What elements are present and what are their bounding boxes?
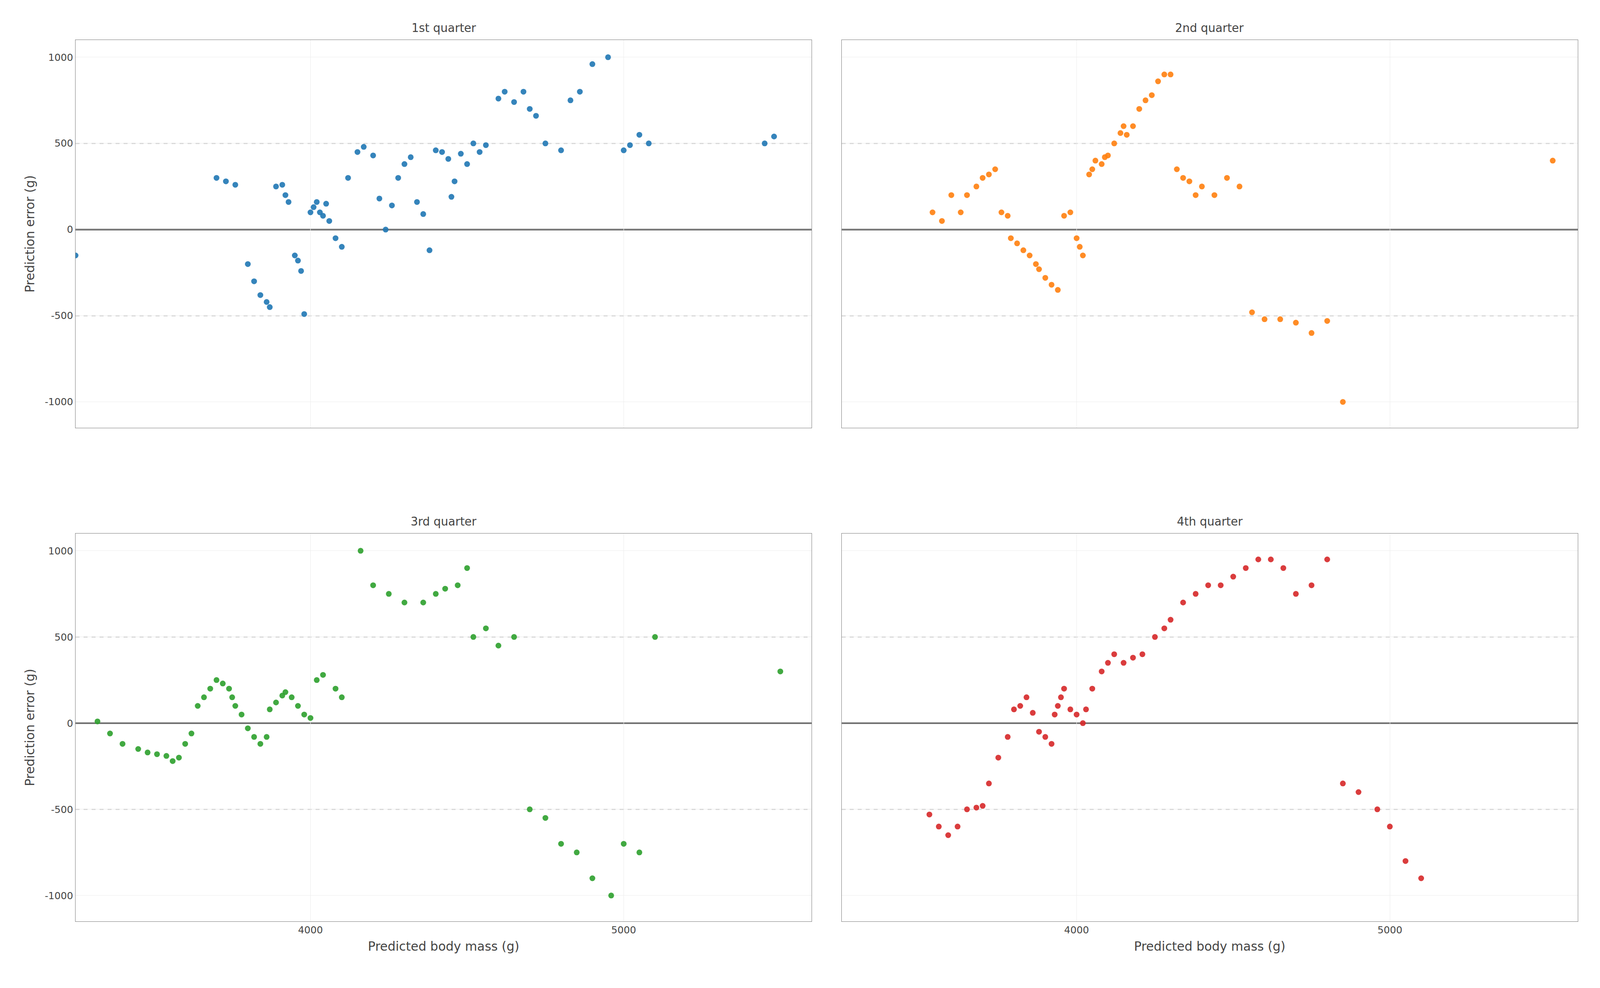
svg-text:-1000: -1000 bbox=[44, 396, 74, 408]
svg-text:1st quarter: 1st quarter bbox=[411, 21, 476, 35]
svg-text:2nd quarter: 2nd quarter bbox=[1175, 21, 1244, 35]
svg-text:0: 0 bbox=[67, 224, 74, 236]
svg-text:3rd quarter: 3rd quarter bbox=[410, 515, 477, 529]
svg-text:-500: -500 bbox=[51, 804, 74, 816]
svg-text:0: 0 bbox=[67, 718, 74, 730]
svg-text:Prediction error (g): Prediction error (g) bbox=[22, 668, 38, 787]
svg-text:5000: 5000 bbox=[1377, 924, 1403, 936]
svg-text:Predicted body mass (g): Predicted body mass (g) bbox=[368, 939, 520, 955]
svg-text:-1000: -1000 bbox=[44, 890, 74, 902]
svg-text:1000: 1000 bbox=[48, 52, 74, 64]
svg-text:4th quarter: 4th quarter bbox=[1176, 515, 1243, 529]
svg-text:500: 500 bbox=[54, 632, 74, 644]
svg-text:4000: 4000 bbox=[1064, 924, 1089, 936]
svg-text:Prediction error (g): Prediction error (g) bbox=[22, 175, 38, 293]
svg-text:-500: -500 bbox=[51, 310, 74, 322]
svg-text:1000: 1000 bbox=[48, 545, 74, 557]
svg-text:Predicted body mass (g): Predicted body mass (g) bbox=[1134, 939, 1286, 955]
svg-text:4000: 4000 bbox=[298, 924, 324, 936]
svg-text:500: 500 bbox=[54, 137, 74, 149]
svg-text:5000: 5000 bbox=[611, 924, 636, 936]
